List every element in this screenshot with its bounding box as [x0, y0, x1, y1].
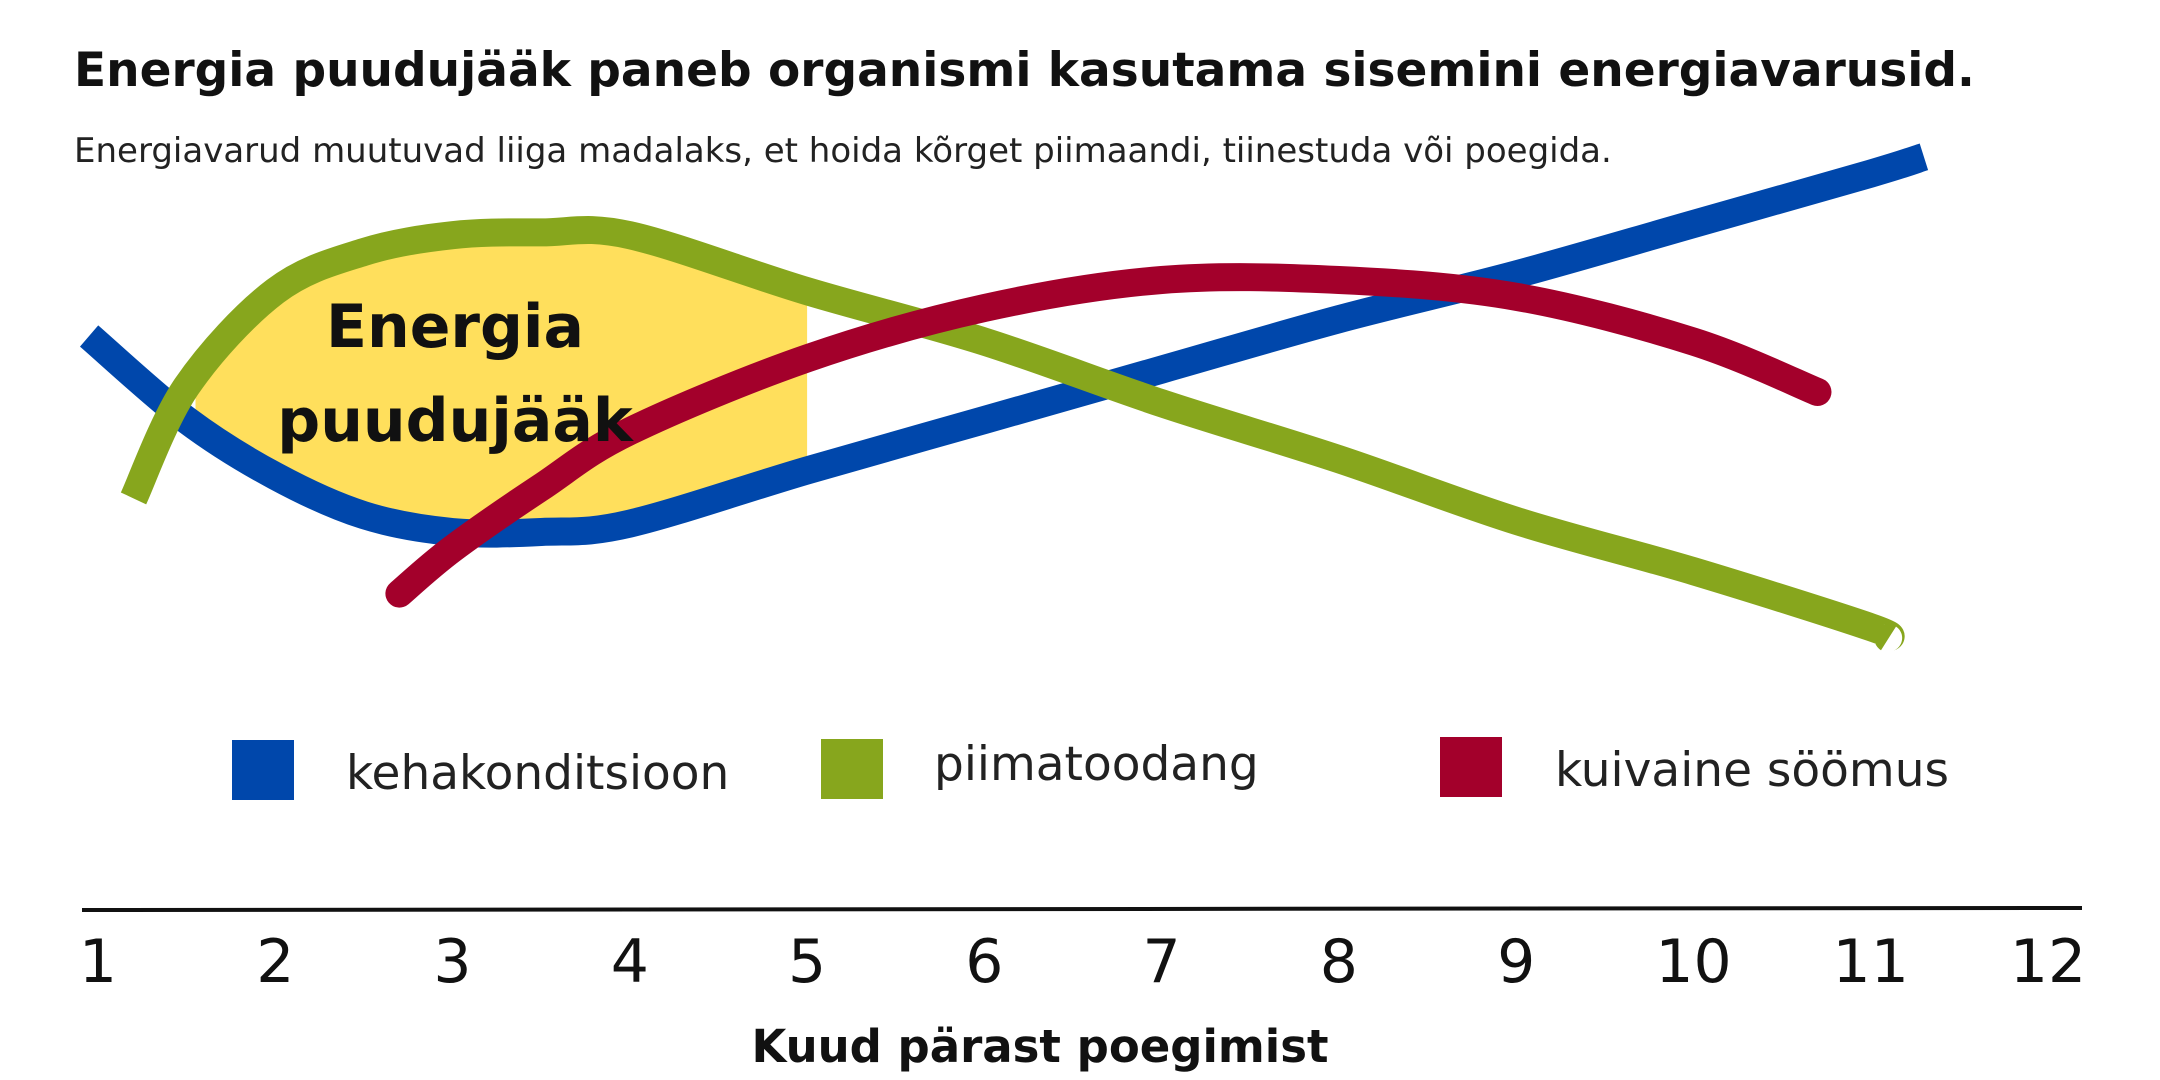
legend-label-kuivaine-soomus: kuivaine söömus [1555, 743, 1949, 798]
x-tick-label-9: 9 [1497, 927, 1535, 997]
x-tick-label-12: 12 [2010, 927, 2086, 997]
energy-deficit-annotation-line-1: Energia [326, 292, 584, 362]
x-tick-label-2: 2 [256, 927, 294, 997]
x-axis-ticks: 1 2 3 4 5 6 7 8 9 10 11 12 [79, 927, 2086, 997]
x-tick-label-1: 1 [79, 927, 117, 997]
x-axis-line [81, 906, 2083, 912]
legend-swatch-kuivaine-soomus [1440, 737, 1502, 797]
x-axis-label: Kuud pärast poegimist [751, 1020, 1328, 1073]
energy-deficit-area [195, 232, 808, 532]
x-tick-label-11: 11 [1833, 927, 1909, 997]
legend-label-kehakonditsioon: kehakonditsioon [346, 746, 729, 801]
x-tick-label-7: 7 [1143, 927, 1181, 997]
series-line-piimatoodang [120, 215, 1905, 652]
energy-deficit-annotation-line-2: puudujääk [277, 386, 635, 456]
x-tick-label-5: 5 [788, 927, 826, 997]
x-tick-label-8: 8 [1320, 927, 1358, 997]
legend-swatch-kehakonditsioon [232, 740, 294, 800]
legend: kehakonditsioon piimatoodang kuivaine sö… [232, 737, 1949, 801]
x-tick-label-10: 10 [1655, 927, 1731, 997]
legend-label-piimatoodang: piimatoodang [934, 737, 1259, 792]
x-tick-label-6: 6 [965, 927, 1003, 997]
energy-deficit-area-layer [195, 232, 808, 532]
series-line-kehakonditsioon [79, 143, 1929, 548]
series-layer [79, 143, 1929, 652]
series-line-kuivaine-soomus [385, 263, 1832, 608]
x-tick-label-3: 3 [433, 927, 471, 997]
chart-subtitle: Energiavarud muutuvad liiga madalaks, et… [74, 131, 1612, 171]
x-tick-label-4: 4 [611, 927, 649, 997]
chart-title: Energia puudujääk paneb organismi kasuta… [74, 43, 1975, 98]
legend-swatch-piimatoodang [821, 739, 883, 799]
